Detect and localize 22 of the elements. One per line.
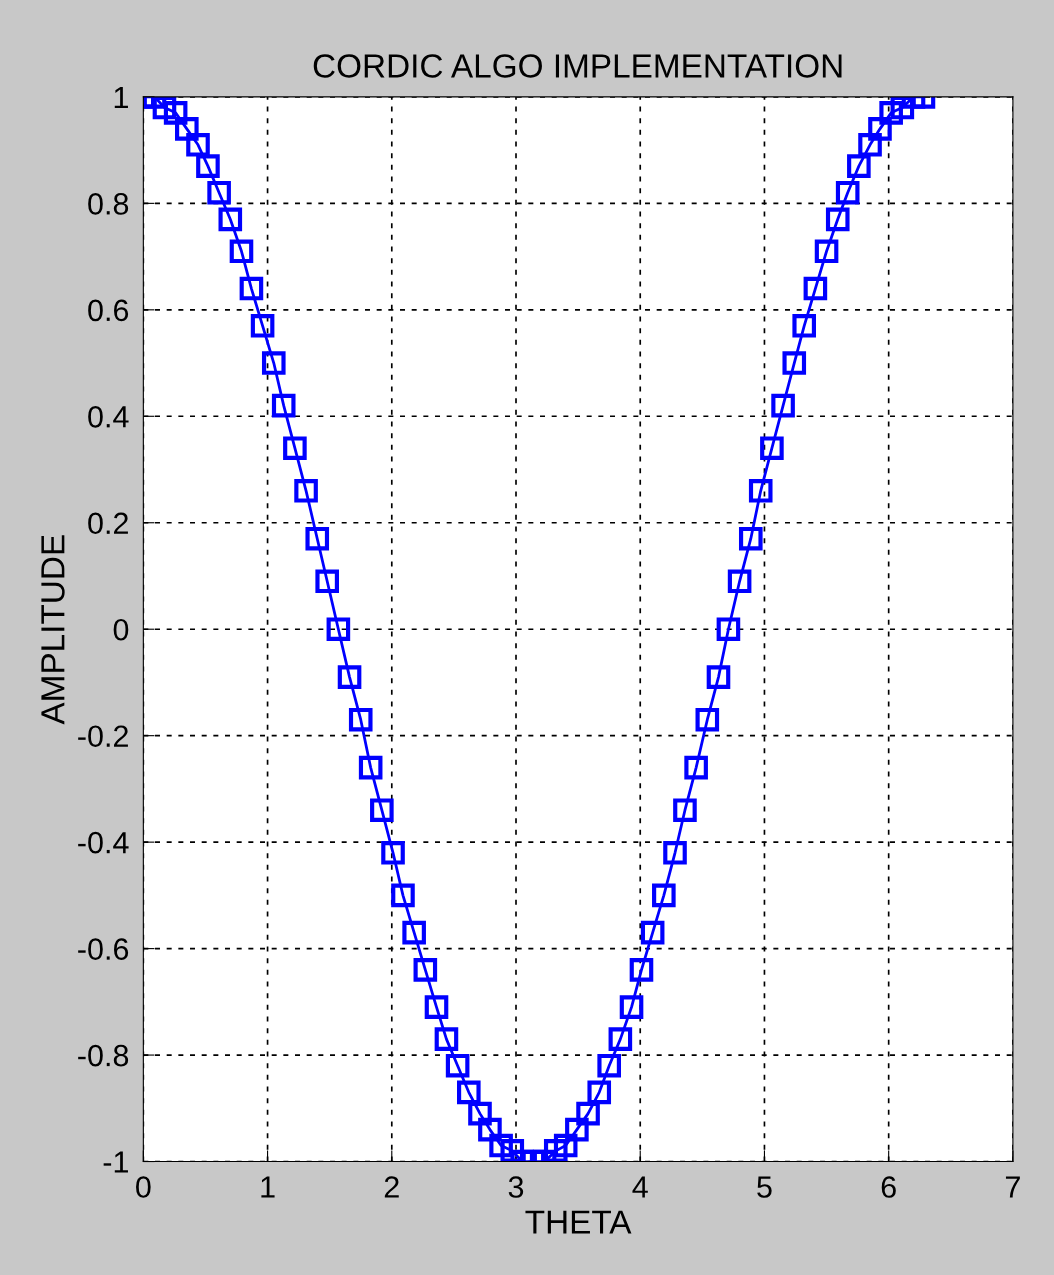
x-tick-label: 3 <box>508 1176 524 1198</box>
x-tick-label: 0 <box>136 1176 151 1198</box>
y-tick-label: -0.6 <box>78 938 129 960</box>
y-tick-label: 0 <box>113 618 129 641</box>
x-tick-label: 4 <box>632 1176 648 1198</box>
y-axis-title: AMPLITUDE <box>41 535 65 725</box>
x-tick-label: 5 <box>757 1176 772 1198</box>
y-tick-label: 0.6 <box>88 299 129 322</box>
y-tick-label: 1 <box>114 86 128 108</box>
y-tick-label: -1 <box>103 1151 128 1173</box>
x-tick-label: 1 <box>261 1176 275 1198</box>
y-tick-label: 0.8 <box>88 193 129 215</box>
y-tick-label: 0.4 <box>88 406 129 428</box>
x-tick-label: 6 <box>881 1176 896 1198</box>
y-tick-label: -0.2 <box>78 725 128 748</box>
y-tick-label: -0.8 <box>78 1044 129 1067</box>
y-tick-label: 0.2 <box>88 512 128 535</box>
y-tick-label: -0.4 <box>78 831 129 854</box>
x-tick-label: 7 <box>1005 1176 1020 1198</box>
x-axis-title: THETA <box>525 1210 632 1234</box>
chart-title: CORDIC ALGO IMPLEMENTATION <box>313 54 842 78</box>
x-tick-label: 2 <box>384 1176 399 1198</box>
